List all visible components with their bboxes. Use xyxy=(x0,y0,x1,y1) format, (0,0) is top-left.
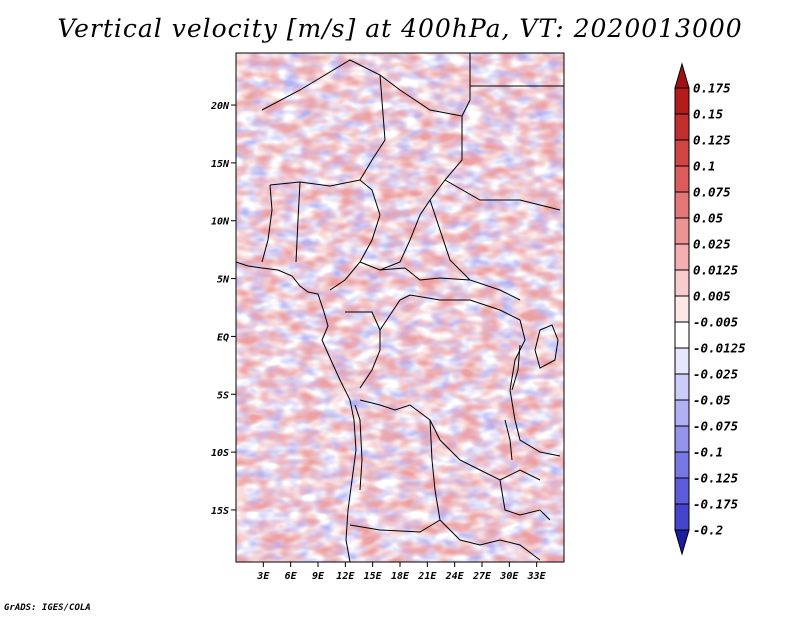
colorbar-segment xyxy=(674,295,690,323)
lat-tick-label: EQ xyxy=(217,332,229,343)
colorbar-segment xyxy=(674,139,690,167)
lon-tick-label: 24E xyxy=(445,571,465,582)
lat-tick-label: 5S xyxy=(217,390,229,401)
lon-tick-label: 21E xyxy=(417,571,437,582)
colorbar-label: 0.15 xyxy=(693,107,724,122)
colorbar-label: 0.175 xyxy=(693,81,731,96)
lat-tick-label: 20N xyxy=(210,101,230,112)
page-title: Vertical velocity [m/s] at 400hPa, VT: 2… xyxy=(57,14,743,43)
colorbar-segment xyxy=(674,477,690,505)
lon-tick-label: 30E xyxy=(499,571,519,582)
lat-tick-label: 5N xyxy=(217,275,230,286)
colorbar-top-arrow xyxy=(674,62,690,89)
colorbar-segment xyxy=(674,503,690,531)
colorbar-segment xyxy=(674,113,690,141)
colorbar-segment xyxy=(674,87,690,115)
lat-tick-label: 15S xyxy=(211,506,229,517)
lon-tick-label: 27E xyxy=(472,571,492,582)
colorbar-segment xyxy=(674,269,690,297)
colorbar-segment xyxy=(674,191,690,219)
colorbar-label: -0.0125 xyxy=(693,341,746,356)
colorbar-label: 0.005 xyxy=(693,289,731,304)
colorbar-label: -0.075 xyxy=(693,419,739,434)
credit-label: GrADS: IGES/COLA xyxy=(4,603,91,613)
lon-tick-label: 6E xyxy=(285,571,298,582)
colorbar-segment xyxy=(674,373,690,401)
colorbar-segment xyxy=(674,243,690,271)
colorbar-label: 0.025 xyxy=(693,237,731,252)
latitude-ticks: 20N 15N 10N 5N EQ 5S 10S 15S xyxy=(210,101,236,517)
colorbar-label: 0.075 xyxy=(693,185,731,200)
colorbar-label: 0.0125 xyxy=(693,263,739,278)
colorbar-label: -0.05 xyxy=(693,393,731,408)
colorbar-label: -0.025 xyxy=(693,367,739,382)
longitude-ticks: 3E 6E 9E 12E 15E 18E 21E 24E 27E 30E 33E xyxy=(256,562,547,582)
lat-tick-label: 10S xyxy=(211,448,229,459)
lon-tick-label: 3E xyxy=(256,571,270,582)
colorbar-label: -0.005 xyxy=(693,315,739,330)
colorbar-label: 0.05 xyxy=(693,211,724,226)
colorbar-label: -0.1 xyxy=(693,445,723,460)
colorbar-label: -0.2 xyxy=(693,523,723,538)
lon-tick-label: 33E xyxy=(527,571,547,582)
colorbar-segment xyxy=(674,165,690,193)
lon-tick-label: 18E xyxy=(391,571,410,582)
lon-tick-label: 9E xyxy=(312,571,325,582)
colorbar-segment xyxy=(674,217,690,245)
colorbar-segment xyxy=(674,347,690,375)
lat-tick-label: 15N xyxy=(211,159,230,170)
colorbar-label: -0.175 xyxy=(693,497,739,512)
colorbar-segment xyxy=(674,451,690,479)
colorbar: 0.175 0.15 0.125 0.1 0.075 0.05 0.025 0.0125 0.0… xyxy=(674,62,746,556)
colorbar-segment xyxy=(674,321,690,349)
colorbar-label: 0.1 xyxy=(693,159,716,174)
colorbar-bottom-arrow xyxy=(674,529,690,556)
colorbar-label: -0.125 xyxy=(693,471,739,486)
colorbar-segment xyxy=(674,425,690,453)
velocity-field xyxy=(236,53,564,562)
colorbar-label: 0.125 xyxy=(693,133,731,148)
lon-tick-label: 12E xyxy=(336,571,355,582)
lat-tick-label: 10N xyxy=(211,217,230,228)
lon-tick-label: 15E xyxy=(364,571,383,582)
country-borders xyxy=(236,53,564,562)
colorbar-segment xyxy=(674,399,690,427)
